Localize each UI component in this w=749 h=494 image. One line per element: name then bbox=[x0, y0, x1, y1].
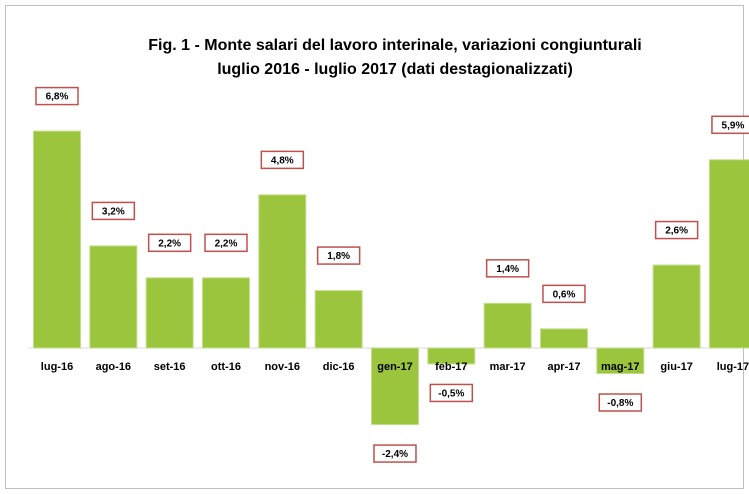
bar bbox=[427, 347, 476, 365]
x-tick-label: dic-16 bbox=[323, 361, 355, 373]
value-label: 1,4% bbox=[496, 264, 519, 275]
bar bbox=[33, 130, 81, 349]
bar bbox=[258, 194, 307, 349]
value-label-box bbox=[711, 115, 749, 135]
bar bbox=[201, 277, 250, 349]
bar bbox=[89, 245, 138, 349]
x-tick-label: lug-17 bbox=[717, 361, 749, 373]
chart-subtitle: luglio 2016 - luglio 2017 (dati destagio… bbox=[217, 61, 573, 78]
value-label: 5,9% bbox=[722, 120, 745, 131]
chart-title: Fig. 1 - Monte salari del lavoro interin… bbox=[148, 37, 641, 54]
value-label-box bbox=[316, 246, 361, 265]
value-label: 4,8% bbox=[271, 156, 294, 167]
value-label-box bbox=[204, 233, 248, 253]
bar bbox=[539, 328, 588, 349]
value-label-box bbox=[147, 233, 192, 253]
x-tick-label: feb-17 bbox=[435, 361, 467, 373]
bar bbox=[652, 264, 701, 349]
value-label-box bbox=[91, 201, 136, 221]
value-label: 0,6% bbox=[553, 290, 576, 301]
x-tick-label: gen-17 bbox=[377, 361, 412, 373]
value-label: 3,2% bbox=[102, 207, 125, 218]
value-label: 2,2% bbox=[158, 238, 181, 249]
value-label-box bbox=[485, 259, 530, 278]
value-label: -0,5% bbox=[438, 389, 464, 400]
x-tick-label: giu-17 bbox=[660, 361, 692, 373]
value-label-box bbox=[373, 444, 417, 463]
bar bbox=[596, 347, 645, 375]
bar bbox=[370, 347, 419, 426]
x-tick-label: ago-16 bbox=[96, 361, 131, 373]
value-label: -0,8% bbox=[607, 398, 633, 409]
value-label: 2,6% bbox=[665, 226, 688, 237]
value-label-box bbox=[429, 383, 474, 403]
x-tick-label: mar-17 bbox=[490, 361, 526, 373]
x-tick-label: apr-17 bbox=[547, 361, 580, 373]
bar bbox=[314, 290, 363, 349]
x-tick-label: set-16 bbox=[154, 361, 186, 373]
value-label-box bbox=[35, 86, 79, 106]
value-label-box bbox=[260, 150, 305, 170]
x-tick-label: lug-16 bbox=[41, 361, 73, 373]
value-label: 1,8% bbox=[327, 251, 350, 262]
x-tick-label: mag-17 bbox=[601, 361, 640, 373]
bar bbox=[708, 159, 749, 349]
value-label-box bbox=[542, 284, 586, 304]
value-label-box bbox=[654, 220, 699, 240]
x-tick-label: ott-16 bbox=[211, 361, 241, 373]
bar bbox=[483, 302, 532, 349]
value-label: 2,2% bbox=[215, 238, 238, 249]
value-label-box bbox=[598, 393, 643, 412]
bar bbox=[145, 277, 194, 349]
value-label: 6,8% bbox=[46, 92, 69, 103]
x-tick-label: nov-16 bbox=[265, 361, 300, 373]
value-label: -2,4% bbox=[382, 449, 408, 460]
